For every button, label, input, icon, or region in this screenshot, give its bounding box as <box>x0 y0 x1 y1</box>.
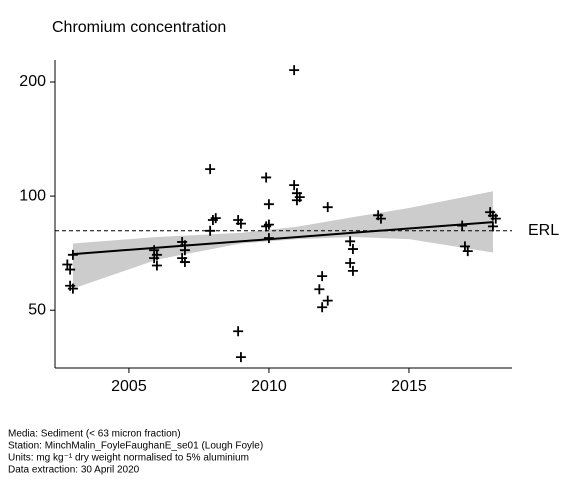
data-point <box>487 221 498 232</box>
data-point <box>235 352 246 363</box>
data-point <box>65 264 76 275</box>
data-point <box>462 246 473 257</box>
data-point <box>179 245 190 256</box>
data-point <box>322 295 333 306</box>
footnote: Units: mg kg⁻¹ dry weight normalised to … <box>8 453 249 464</box>
data-point <box>347 265 358 276</box>
x-tick-label: 2005 <box>111 378 147 395</box>
data-point <box>235 218 246 229</box>
data-point <box>207 214 218 225</box>
y-tick-label: 100 <box>19 187 46 204</box>
data-point <box>289 180 300 191</box>
footnote: Data extraction: 30 April 2020 <box>8 465 140 476</box>
data-point <box>375 213 386 224</box>
data-point <box>205 225 216 236</box>
data-point <box>151 260 162 271</box>
data-point <box>263 199 274 210</box>
data-point <box>67 249 78 260</box>
footnote: Media: Sediment (< 63 micron fraction) <box>8 429 181 440</box>
data-point <box>261 172 272 183</box>
data-point <box>345 236 356 247</box>
data-point <box>317 271 328 282</box>
reference-label: ERL <box>528 222 559 239</box>
y-tick-label: 50 <box>28 301 46 318</box>
confidence-band <box>72 191 493 289</box>
data-point <box>261 221 272 232</box>
data-point <box>345 258 356 269</box>
data-point <box>457 220 468 231</box>
y-tick-label: 200 <box>19 73 46 90</box>
chart-title: Chromium concentration <box>52 19 226 36</box>
data-point <box>490 213 501 224</box>
x-tick-label: 2015 <box>391 378 427 395</box>
footnote: Station: MinchMalin_FoyleFaughanE_se01 (… <box>8 441 263 452</box>
data-point <box>317 302 328 313</box>
data-point <box>314 284 325 295</box>
x-tick-label: 2010 <box>251 378 287 395</box>
data-point <box>62 259 73 270</box>
data-point <box>263 233 274 244</box>
data-point <box>205 164 216 175</box>
data-point <box>67 283 78 294</box>
data-point <box>347 244 358 255</box>
trend-line <box>72 221 494 256</box>
data-point <box>233 326 244 337</box>
data-point <box>322 202 333 213</box>
data-point <box>289 65 300 76</box>
data-point <box>291 195 302 206</box>
data-point <box>149 253 160 264</box>
data-point <box>179 257 190 268</box>
